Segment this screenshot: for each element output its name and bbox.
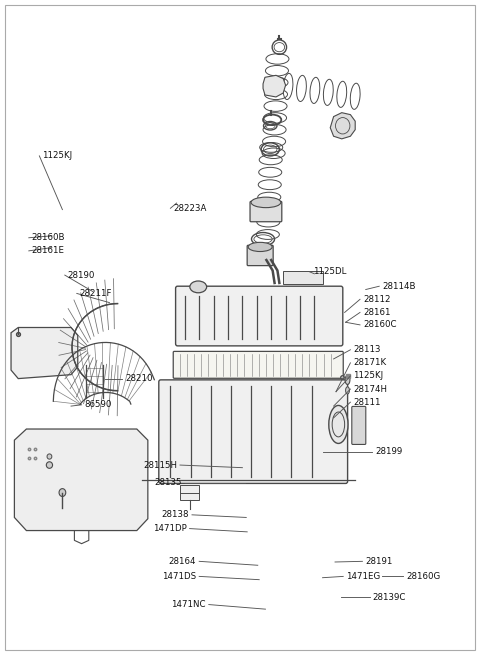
Ellipse shape: [251, 197, 281, 208]
Text: 28112: 28112: [363, 295, 391, 304]
Text: 1471DP: 1471DP: [153, 524, 187, 533]
FancyBboxPatch shape: [283, 271, 323, 284]
Text: 1125KJ: 1125KJ: [353, 371, 384, 381]
Ellipse shape: [47, 454, 52, 459]
FancyBboxPatch shape: [176, 286, 343, 346]
FancyBboxPatch shape: [173, 351, 343, 379]
Polygon shape: [14, 429, 148, 531]
Text: 28138: 28138: [161, 510, 189, 519]
Ellipse shape: [59, 489, 66, 496]
Ellipse shape: [346, 386, 349, 394]
Polygon shape: [11, 328, 78, 379]
Polygon shape: [180, 485, 199, 500]
Ellipse shape: [329, 405, 348, 443]
Text: 86590: 86590: [84, 400, 112, 409]
Text: 28199: 28199: [375, 447, 402, 457]
Text: 1471EG: 1471EG: [346, 572, 381, 581]
Text: 28223A: 28223A: [173, 204, 207, 213]
Text: 28164: 28164: [168, 557, 196, 566]
Text: 28211F: 28211F: [80, 289, 112, 298]
FancyBboxPatch shape: [247, 245, 273, 266]
Text: 28139C: 28139C: [372, 593, 406, 602]
Text: 28190: 28190: [68, 271, 95, 280]
Text: 28160G: 28160G: [406, 572, 441, 581]
Ellipse shape: [345, 375, 350, 384]
Text: 28111: 28111: [353, 398, 381, 407]
Text: 28160C: 28160C: [363, 320, 396, 329]
Polygon shape: [330, 113, 355, 139]
Text: 28161: 28161: [363, 308, 391, 317]
Polygon shape: [263, 75, 286, 97]
Text: 28210: 28210: [125, 374, 153, 383]
Ellipse shape: [248, 242, 272, 252]
Text: 28171K: 28171K: [353, 358, 386, 367]
FancyBboxPatch shape: [352, 406, 366, 445]
Text: 1125KJ: 1125KJ: [42, 151, 72, 160]
Text: 1471NC: 1471NC: [171, 600, 206, 609]
Text: 28113: 28113: [353, 345, 381, 354]
Text: 28114B: 28114B: [382, 282, 416, 291]
Text: 1471DS: 1471DS: [162, 572, 196, 581]
Text: 1125DL: 1125DL: [312, 267, 346, 276]
Ellipse shape: [190, 281, 206, 293]
Text: 28135: 28135: [154, 478, 182, 487]
FancyBboxPatch shape: [159, 380, 348, 483]
Text: 28115H: 28115H: [143, 460, 177, 470]
FancyBboxPatch shape: [250, 201, 282, 222]
Ellipse shape: [46, 462, 53, 468]
Text: 28161E: 28161E: [32, 246, 65, 255]
Text: 28160B: 28160B: [32, 233, 65, 242]
Text: 28191: 28191: [365, 557, 393, 566]
Text: 28174H: 28174H: [353, 384, 387, 394]
